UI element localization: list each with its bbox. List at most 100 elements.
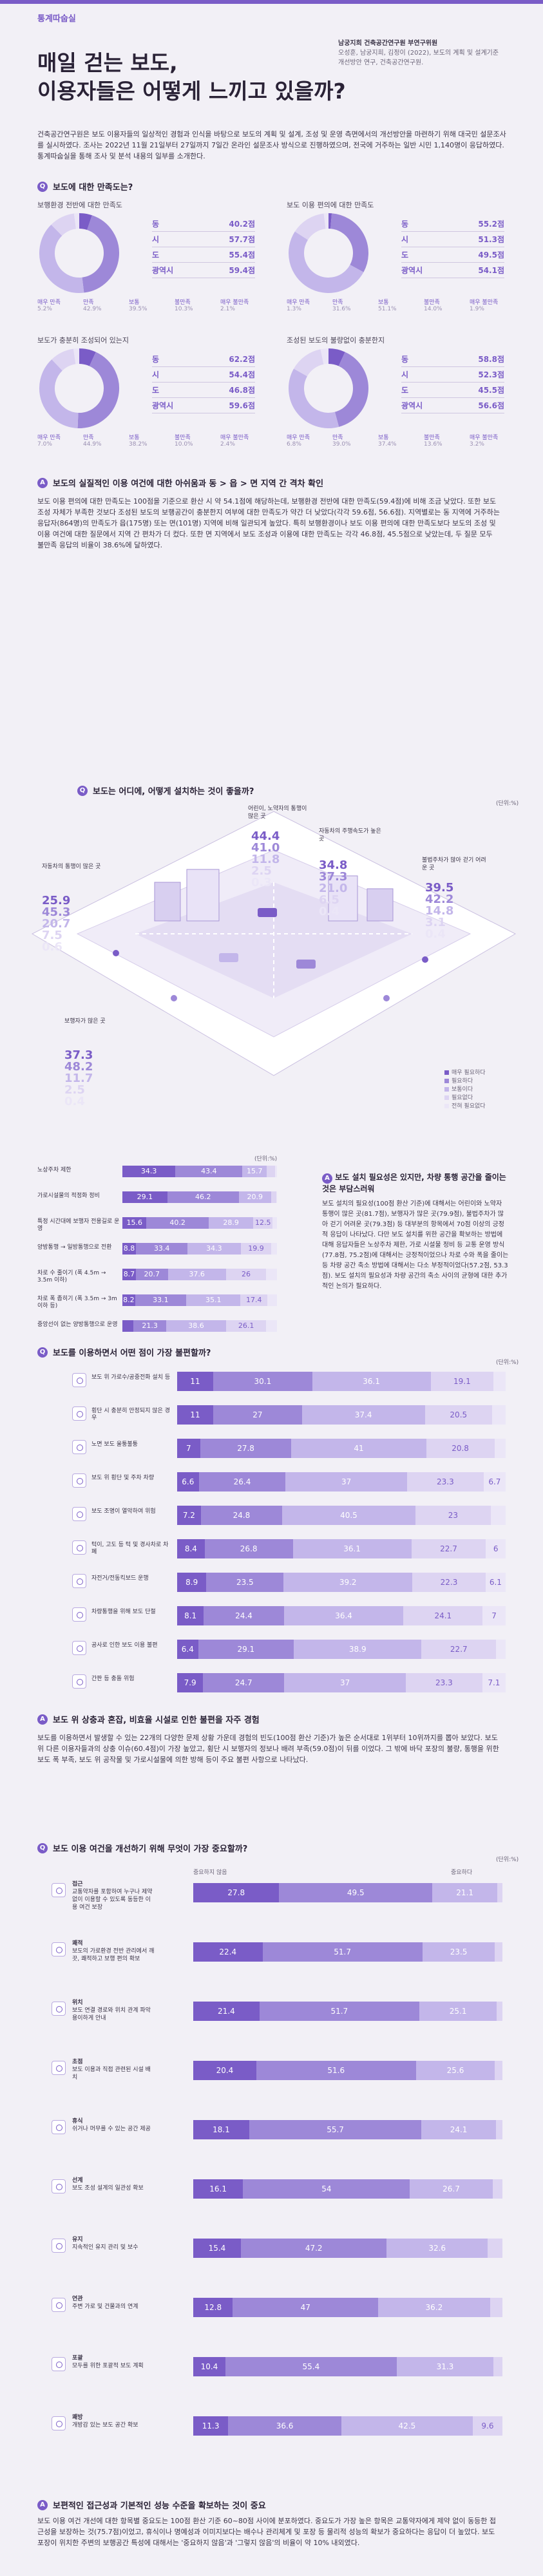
section5-title: Q 보도 이용 여건을 개선하기 위해 무엇이 가장 중요할까? (37, 1842, 247, 1854)
legend-row: 도 46.8점 (152, 383, 255, 398)
bar-segment: 19.9 (240, 1243, 272, 1255)
legend-label: 시 (401, 370, 409, 379)
legend-row: 도 55.4점 (152, 247, 255, 263)
discomfort-bar-row: 8.4 26.8 36.1 22.7 6 (177, 1539, 506, 1558)
bar-segment: 12.8 (193, 2298, 233, 2317)
donut-bottom-row: 매우 만족 5.2% 만족 42.9% 보통 39.5% 불만족 10.3% 매우 불만족 2.1… (37, 298, 256, 312)
importance-head: 위치 (72, 2000, 83, 2006)
bar-segment: 22.7 (421, 1640, 497, 1659)
discomfort-label: 노면 보도 울퉁불퉁 (91, 1441, 138, 1448)
bar-segment: 33.4 (136, 1243, 188, 1255)
bar-segment (496, 1640, 506, 1659)
method-bar-row: 8.7 20.7 37.6 26 (122, 1269, 277, 1280)
bottom-cell: 매우 불만족 2.1% (220, 298, 256, 312)
donut-slice (52, 348, 77, 371)
bar-segment: 24.4 (204, 1606, 284, 1625)
bottom-cell: 불만족 13.6% (424, 433, 460, 448)
info-icon: A (37, 477, 48, 488)
method-label: 노상주차 제한 (37, 1167, 71, 1173)
legend-value: 59.6점 (229, 401, 255, 410)
importance-desc: 보도의 가로환경 전반 관리에서 깨끗, 쾌적하고 보행 편의 확보 (72, 1948, 155, 1962)
legend-row: 광역시 56.6점 (401, 398, 504, 413)
bottom-cell: 매우 만족 1.3% (287, 298, 323, 312)
importance-icon (52, 1942, 66, 1956)
donut-panel-0: 보행환경 전반에 대한 만족도 동 40.2점 시 57.7점 도 55.4점 광역시 59.4… (37, 200, 256, 322)
bottom-value: 2.4% (220, 441, 235, 448)
bar-segment: 39.2 (283, 1573, 413, 1592)
bottom-cell: 만족 44.9% (83, 433, 119, 448)
legend-row: 동 40.2점 (152, 216, 255, 232)
bar-segment: 37.6 (167, 1269, 226, 1280)
method-label: 가로시설물의 적정화 정비 (37, 1193, 100, 1199)
donut-bottom-row: 매우 만족 6.8% 만족 39.0% 보통 37.4% 불만족 13.6% 매우 불만족 3.2… (287, 433, 506, 448)
donut-slice (294, 349, 324, 377)
bottom-cell: 매우 불만족 1.9% (470, 298, 506, 312)
legend-label: 동 (401, 220, 409, 229)
legend-label: 시 (401, 235, 409, 244)
bottom-value: 3.2% (470, 441, 484, 448)
bar-segment: 23 (415, 1506, 491, 1525)
bar-segment: 41 (291, 1439, 426, 1458)
donut-slice (328, 348, 345, 366)
discomfort-label: 차량통행을 위해 보도 단절 (91, 1609, 156, 1615)
bar-segment (276, 1191, 277, 1203)
bar-segment: 6.4 (177, 1640, 198, 1659)
discomfort-bar-row: 11 30.1 36.1 19.1 (177, 1372, 506, 1391)
importance-head: 초점 (72, 2059, 83, 2065)
discomfort-label: 횡단 시 충분히 안정되지 않은 경우 (91, 1408, 170, 1421)
donut-chart (289, 213, 368, 293)
method-label: 양방통행 → 일방통행으로 전환 (37, 1244, 112, 1251)
bar-segment (491, 1506, 506, 1525)
discomfort-label: 공사로 인한 보도 이용 불편 (91, 1642, 158, 1649)
discomfort-icon (72, 1641, 86, 1655)
illustration-stat-label: 불법주차가 많아 걷기 어려운 곳 (422, 857, 486, 871)
bar-segment (492, 2179, 502, 2199)
importance-desc: 모두를 위한 포괄적 보도 계획 (72, 2363, 144, 2369)
importance-icon (52, 1883, 66, 1897)
discomfort-bar-row: 6.6 26.4 37 23.3 6.7 (177, 1472, 506, 1492)
bar-segment: 46.2 (167, 1191, 239, 1203)
importance-label: 접근 교통약자를 포함하여 누구나 제약 없이 이용할 수 있도록 동등한 이용 … (72, 1880, 156, 1911)
legend-label: 동 (152, 220, 160, 229)
legend-swatch (444, 1070, 449, 1075)
bar-segment: 47.2 (240, 2239, 387, 2258)
bottom-value: 51.1% (378, 306, 397, 312)
bar-segment: 8.2 (122, 1294, 135, 1306)
bottom-value: 7.0% (37, 441, 52, 448)
discomfort-bar-row: 7 27.8 41 20.8 (177, 1439, 506, 1458)
stat-value: 45.3 (42, 905, 71, 919)
bar-segment: 47 (233, 2298, 379, 2317)
bottom-cell: 만족 42.9% (83, 298, 119, 312)
legend-value: 58.8점 (478, 355, 504, 364)
legend-label: 도 (401, 251, 409, 260)
bar-segment: 35.1 (186, 1294, 241, 1306)
bottom-value: 6.8% (287, 441, 301, 448)
bar-segment: 24.1 (403, 1606, 483, 1625)
importance-head: 선계 (72, 2177, 83, 2184)
legend-label: 동 (401, 355, 409, 364)
donut-panel-title: 조성된 보도의 불량없이 충분한지 (287, 336, 385, 345)
bar-segment (493, 1372, 506, 1391)
question-icon: Q (37, 181, 48, 192)
donut-legend: 동 55.2점 시 51.3점 도 49.5점 광역시 54.1점 (401, 216, 504, 278)
importance-head: 쾌방 (72, 2414, 83, 2421)
importance-head: 연관 (72, 2296, 83, 2302)
method-label: 특정 시간대에 보행자 전용길로 운영 (37, 1218, 120, 1232)
bar-segment: 34.3 (187, 1243, 241, 1255)
stat-value: 44.4 (251, 829, 280, 843)
discomfort-icon (72, 1440, 86, 1454)
bar-segment: 32.6 (386, 2239, 488, 2258)
source: 오성훈, 남궁지희, 김정이 (2022), 보도의 계획 및 설계기준 개선방… (338, 50, 499, 66)
unit-label: (단위:%) (496, 800, 519, 807)
bar-segment (272, 1217, 277, 1229)
discomfort-bar-row: 11 27 37.4 20.5 (177, 1405, 506, 1425)
legend-row: 광역시 59.6점 (152, 398, 255, 413)
bar-segment: 24.1 (421, 2120, 496, 2139)
discomfort-bar-row: 8.9 23.5 39.2 22.3 6.1 (177, 1573, 506, 1592)
legend-label: 도 (152, 251, 160, 260)
legend-value: 55.2점 (478, 220, 504, 229)
author: 남궁지희 건축공간연구원 부연구위원 (338, 40, 438, 47)
bar-segment: 15.7 (242, 1166, 267, 1177)
bar-segment: 8.8 (122, 1243, 137, 1255)
bar-segment: 23.3 (405, 1673, 482, 1692)
